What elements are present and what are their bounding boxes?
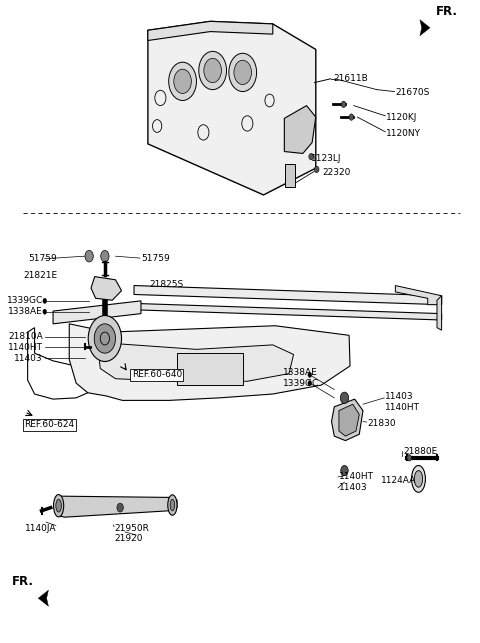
Circle shape <box>340 392 348 404</box>
Text: 1124AA: 1124AA <box>381 476 416 485</box>
Circle shape <box>234 60 252 84</box>
Circle shape <box>341 101 346 107</box>
Circle shape <box>314 167 319 172</box>
Polygon shape <box>396 285 442 305</box>
Text: 22320: 22320 <box>323 168 351 177</box>
Text: 21825S: 21825S <box>149 280 183 289</box>
Circle shape <box>168 62 196 100</box>
Text: 21950R: 21950R <box>115 523 149 532</box>
Polygon shape <box>420 20 430 36</box>
Circle shape <box>349 114 354 120</box>
Text: 1338AE: 1338AE <box>283 368 318 377</box>
Text: 51759: 51759 <box>141 254 170 263</box>
Text: 1140HT: 1140HT <box>385 403 420 412</box>
Text: 21821E: 21821E <box>24 271 58 280</box>
Polygon shape <box>148 21 273 41</box>
Polygon shape <box>339 404 359 436</box>
Circle shape <box>88 316 121 361</box>
Text: 1120KJ: 1120KJ <box>386 113 418 122</box>
Circle shape <box>94 324 116 353</box>
Ellipse shape <box>411 466 425 493</box>
Text: 1140JA: 1140JA <box>25 523 57 532</box>
Circle shape <box>407 455 411 461</box>
Text: 11403: 11403 <box>385 392 414 401</box>
Text: 1339GC: 1339GC <box>7 296 43 305</box>
Text: 11403: 11403 <box>14 354 43 363</box>
Circle shape <box>308 372 312 377</box>
Polygon shape <box>437 296 442 331</box>
Text: 1120NY: 1120NY <box>386 129 421 138</box>
Polygon shape <box>98 343 294 381</box>
Text: FR.: FR. <box>12 575 34 588</box>
Text: 1140HT: 1140HT <box>8 343 43 352</box>
Polygon shape <box>284 105 316 154</box>
Circle shape <box>101 250 109 262</box>
Ellipse shape <box>414 471 423 487</box>
Text: 1338AE: 1338AE <box>8 307 43 316</box>
Polygon shape <box>285 165 295 187</box>
Circle shape <box>341 466 348 476</box>
Text: 1339GC: 1339GC <box>283 379 320 388</box>
Text: FR.: FR. <box>435 5 457 17</box>
Polygon shape <box>69 324 350 401</box>
Polygon shape <box>53 301 141 324</box>
Polygon shape <box>134 285 442 305</box>
Polygon shape <box>134 303 442 320</box>
Text: 21670S: 21670S <box>396 88 430 97</box>
Polygon shape <box>38 590 48 606</box>
Circle shape <box>117 503 123 512</box>
Ellipse shape <box>168 495 177 515</box>
Circle shape <box>174 69 192 93</box>
Circle shape <box>43 298 47 303</box>
Bar <box>177 353 243 385</box>
Text: REF.60-640: REF.60-640 <box>132 370 182 379</box>
Ellipse shape <box>54 494 64 517</box>
Text: 21880E: 21880E <box>404 447 438 456</box>
Polygon shape <box>57 496 177 517</box>
Circle shape <box>204 59 221 82</box>
Text: 21920: 21920 <box>115 534 143 543</box>
Text: 1123LJ: 1123LJ <box>311 154 342 163</box>
Text: 11403: 11403 <box>339 484 368 493</box>
Polygon shape <box>332 399 363 440</box>
Circle shape <box>85 250 93 262</box>
Polygon shape <box>148 21 316 195</box>
Circle shape <box>309 154 313 160</box>
Text: 21611B: 21611B <box>333 75 368 84</box>
Text: 1140HT: 1140HT <box>339 473 374 482</box>
Text: 51759: 51759 <box>28 254 57 263</box>
Circle shape <box>229 53 257 91</box>
Text: REF.60-624: REF.60-624 <box>24 420 74 429</box>
Ellipse shape <box>56 500 61 512</box>
Ellipse shape <box>170 500 175 511</box>
Text: 21810A: 21810A <box>8 332 43 341</box>
Circle shape <box>199 51 227 89</box>
Circle shape <box>308 381 312 386</box>
Polygon shape <box>91 276 121 300</box>
Circle shape <box>43 309 47 314</box>
Text: 21830: 21830 <box>368 419 396 428</box>
